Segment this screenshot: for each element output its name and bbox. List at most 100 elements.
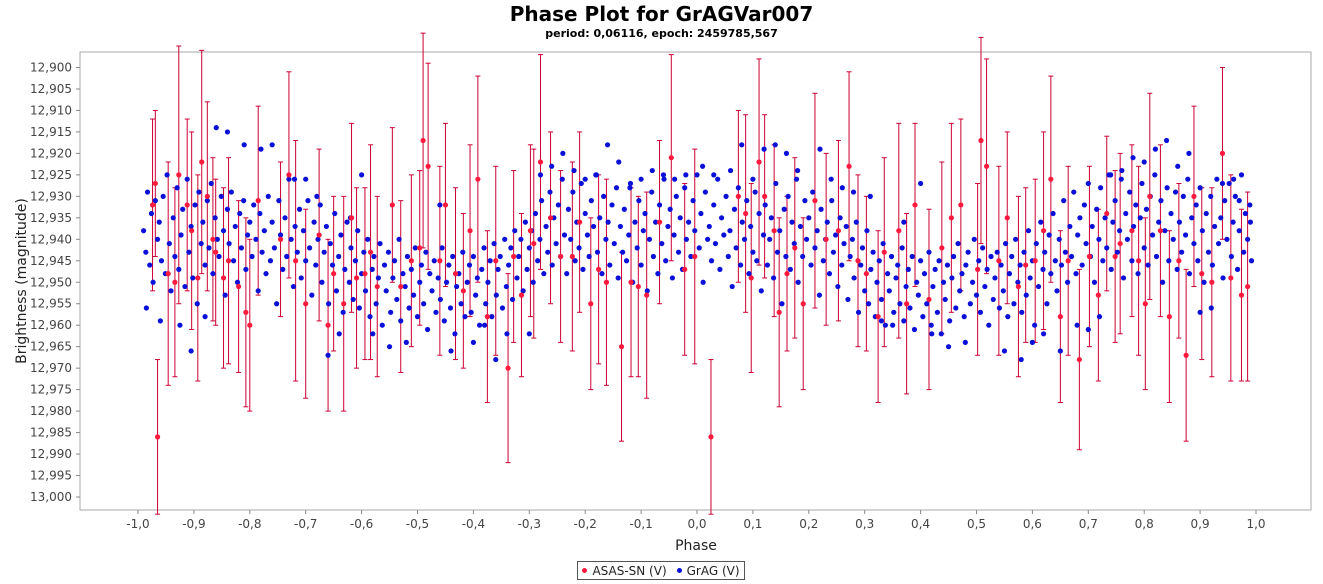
asas-sn-point [743, 210, 749, 217]
grag-point [1203, 210, 1209, 217]
grag-point [184, 176, 190, 182]
y-tick-label: 12,980 [30, 404, 72, 418]
legend-item-asas-sn: ASAS-SN (V) [582, 564, 667, 578]
grag-point [336, 331, 342, 337]
grag-point [487, 258, 493, 264]
grag-point [744, 198, 750, 204]
grag-point [427, 271, 433, 277]
asas-sn-point [547, 215, 554, 221]
asas-sn-point [1004, 215, 1010, 221]
asas-sn-point [628, 279, 634, 285]
grag-point [458, 301, 464, 307]
grag-point [795, 279, 801, 285]
grag-point [762, 202, 768, 208]
grag-point [377, 240, 383, 247]
grag-point [994, 249, 1000, 255]
asas-sn-point [1095, 292, 1101, 298]
grag-point [403, 339, 409, 345]
asas-sn-point [467, 228, 473, 234]
grag-point [893, 275, 899, 281]
grag-point [607, 262, 613, 268]
y-tick-label: 12,900 [30, 61, 72, 75]
grag-point [228, 189, 234, 195]
grag-point [344, 219, 350, 225]
grag-point [493, 356, 499, 363]
grag-point [443, 279, 450, 285]
grag-point [437, 296, 444, 303]
grag-point [177, 322, 183, 328]
grag-point [251, 202, 257, 208]
grag-point [1228, 253, 1235, 260]
grag-point [1023, 292, 1029, 298]
grag-point [640, 228, 646, 234]
y-tick-label: 12,990 [30, 447, 72, 461]
grag-point [282, 215, 288, 221]
grag-point [421, 301, 427, 307]
grag-point [381, 262, 388, 268]
grag-point [885, 271, 891, 277]
x-axis: -1,0 -0,9 -0,8 -0,7 -0,6 -0,5 -0,4 -0,3 -0,2 -0,1… [126, 510, 1266, 531]
grag-point [1002, 240, 1009, 247]
grag-point [247, 219, 253, 225]
grag-point [1186, 271, 1193, 277]
grag-point [170, 215, 176, 221]
grag-point [604, 142, 611, 148]
grag-point [816, 292, 823, 298]
grag-point [292, 223, 298, 230]
grag-point [303, 176, 309, 182]
asas-sn-point [1129, 228, 1135, 234]
grag-point [369, 266, 375, 272]
grag-point [783, 150, 790, 156]
asas-sn-point [588, 301, 594, 307]
grag-point [934, 309, 940, 315]
grag-point [305, 198, 311, 204]
grag-point [820, 258, 826, 264]
grag-point [649, 167, 655, 174]
grag-point [1021, 249, 1027, 255]
grag-point [1152, 172, 1158, 178]
asas-sn-point [1015, 283, 1022, 290]
grag-point [571, 167, 577, 174]
asas-sn-point [210, 236, 216, 242]
asas-sn-point [367, 249, 374, 255]
grag-point [886, 288, 892, 294]
grag-point [493, 292, 499, 298]
grag-point [1141, 245, 1147, 251]
grag-point [781, 206, 787, 212]
grag-point [408, 266, 414, 272]
grag-point [1073, 271, 1079, 277]
grag-point [936, 258, 942, 264]
grag-point [300, 228, 307, 234]
grag-point [627, 185, 633, 191]
grag-point [1079, 262, 1085, 268]
grag-point [818, 206, 824, 212]
grag-point [1124, 236, 1131, 242]
grag-point [400, 271, 406, 277]
grag-point [148, 210, 155, 217]
asas-sn-point [1065, 258, 1071, 264]
grag-point [721, 232, 727, 238]
grag-point [980, 245, 986, 251]
series-grag-points [140, 125, 1255, 363]
asas-sn-point [1245, 283, 1251, 290]
asas-sn-point [199, 159, 205, 165]
grag-point [1013, 236, 1019, 242]
grag-point [1108, 172, 1114, 178]
grag-point [1149, 232, 1156, 238]
grag-point [1195, 258, 1201, 264]
grag-point [661, 176, 667, 182]
x-tick-label: -0,8 [238, 517, 261, 531]
grag-point [878, 318, 885, 324]
grag-point [828, 176, 834, 182]
grag-point [1180, 193, 1186, 199]
grag-point [537, 236, 543, 242]
asas-sn-point [348, 215, 355, 221]
grag-point [705, 236, 711, 242]
grag-point [140, 228, 147, 234]
grag-point [859, 245, 866, 251]
grag-point [789, 219, 795, 225]
grag-point [1241, 249, 1247, 255]
x-tick-label: -0,7 [294, 517, 317, 531]
y-tick-label: 12,950 [30, 275, 72, 289]
grag-point [746, 271, 752, 277]
